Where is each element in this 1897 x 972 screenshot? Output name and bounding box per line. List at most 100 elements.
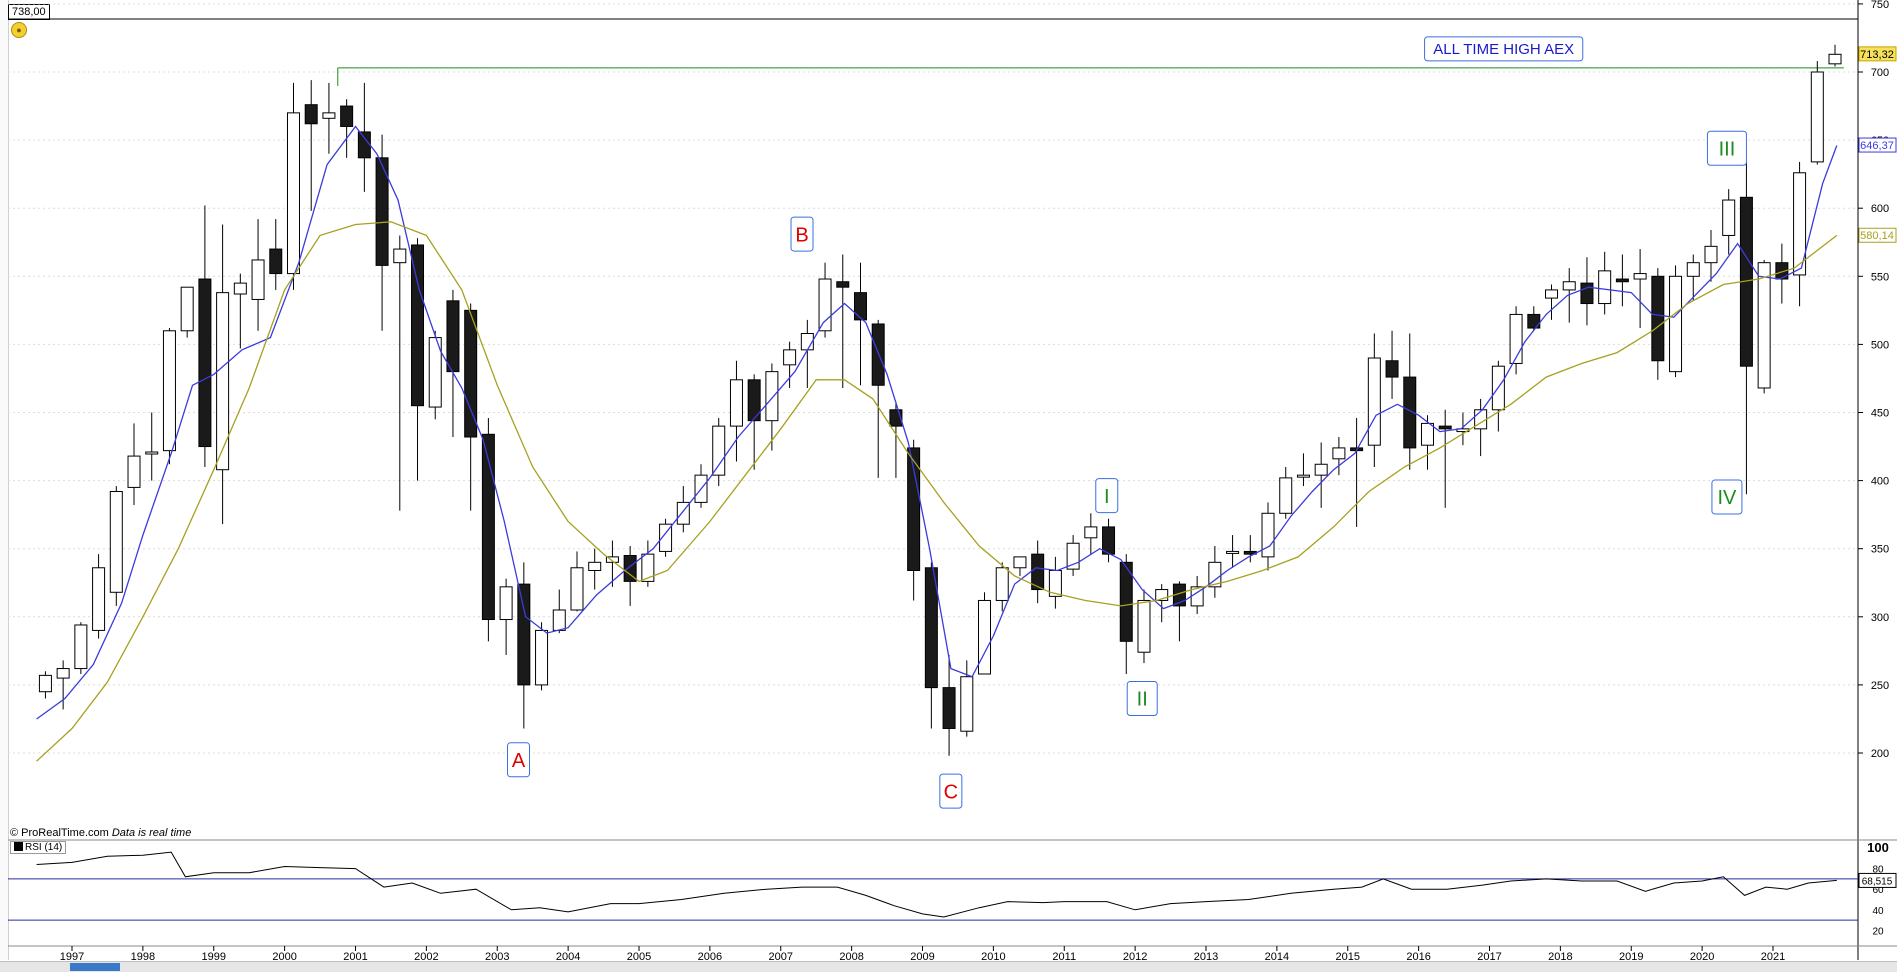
candle-bear — [1119, 561, 1133, 642]
annotation-text: II — [1137, 689, 1148, 711]
candle-bear — [1775, 262, 1789, 280]
annotation-label: A — [507, 742, 531, 778]
annotation-label: ALL TIME HIGH AEX — [1424, 36, 1584, 62]
annotation-label: C — [939, 773, 963, 809]
candle-bull — [1279, 477, 1293, 514]
annotation-box — [1126, 681, 1158, 717]
annotation-box — [939, 773, 963, 809]
candle-bull — [1545, 289, 1559, 299]
rsi-line — [36, 851, 1837, 918]
price-tick-label: 300 — [1871, 612, 1889, 624]
rsi-tick-label: 60 — [1872, 885, 1884, 896]
time-axis: 1997 1998 1999 2000 2001 2002 2003 2004 2005 2006… — [60, 946, 1785, 963]
candle-bull — [92, 567, 106, 631]
candle-bear — [836, 281, 850, 288]
candle-bull — [1137, 599, 1151, 653]
candle-bull — [322, 112, 336, 119]
candle-bull — [145, 451, 159, 455]
candle-bull — [1669, 275, 1683, 373]
watermark-note: Data is real time — [111, 827, 192, 839]
year-tick-label: 2010 — [981, 951, 1005, 963]
candle-bull — [1314, 463, 1328, 476]
price-axis: 200250300350400450500550600650700750 — [1858, 0, 1889, 760]
annotation-label: IV — [1711, 479, 1743, 515]
annotation-label: B — [790, 216, 814, 252]
candles — [38, 44, 1842, 756]
candle-bull — [180, 286, 194, 332]
active-chart-tab[interactable] — [70, 963, 120, 971]
candle-bull — [818, 278, 832, 332]
candle-bull — [641, 553, 655, 582]
price-label-box — [1858, 137, 1897, 153]
candle-bull — [535, 629, 549, 686]
candle-bear — [411, 244, 425, 407]
candle-bear — [304, 104, 318, 125]
candle-bear — [464, 309, 478, 438]
candle-bull — [570, 567, 584, 611]
candle-bull — [659, 523, 673, 552]
price-label-ma_fast: 646,37 — [1858, 137, 1897, 153]
price-label-last: 713,32 — [1858, 46, 1897, 62]
candle-bull — [216, 292, 230, 471]
candle-bull — [552, 609, 566, 631]
rsi-last-label-box — [1858, 872, 1897, 888]
candle-bull — [109, 490, 123, 593]
price-tick-label: 600 — [1871, 203, 1889, 215]
candle-bear — [1403, 376, 1417, 449]
candle-bull — [1226, 550, 1240, 554]
rsi-tick-label: 40 — [1872, 906, 1884, 917]
candle-bull — [960, 676, 974, 732]
candle-bear — [269, 248, 283, 275]
price-tick-label: 250 — [1871, 680, 1889, 692]
rsi-color-swatch — [14, 842, 23, 851]
alert-bell-icon[interactable]: ● — [11, 22, 27, 38]
candle-bull — [251, 259, 265, 300]
price-tick-label: 700 — [1871, 67, 1889, 79]
candle-bull — [1810, 71, 1824, 163]
watermark: © ProRealTime.com Data is real time — [10, 827, 191, 839]
rsi-tick-label: 100 — [1867, 840, 1889, 855]
candle-bull — [1828, 53, 1842, 65]
bottom-status-bar — [0, 961, 1897, 972]
candle-bear — [357, 131, 371, 159]
candle-bull — [1704, 245, 1718, 264]
candle-bull — [162, 330, 176, 452]
annotation-text: III — [1719, 138, 1736, 160]
price-tick-label: 500 — [1871, 339, 1889, 351]
price-tick-label: 400 — [1871, 476, 1889, 488]
rsi-panel-label[interactable]: RSI (14) — [10, 841, 67, 854]
year-tick-label: 2017 — [1477, 951, 1501, 963]
price-label-ma_slow: 580,14 — [1858, 227, 1897, 243]
price-label-text: 713,32 — [1860, 49, 1894, 61]
candle-bull — [1420, 422, 1434, 446]
year-tick-label: 2021 — [1761, 951, 1785, 963]
year-tick-label: 2005 — [627, 951, 651, 963]
candle-bull — [1296, 474, 1310, 478]
candle-bear — [942, 687, 956, 729]
year-tick-label: 2006 — [698, 951, 722, 963]
candle-bull — [1598, 270, 1612, 305]
annotation-box — [507, 742, 531, 778]
candle-bear — [1102, 526, 1116, 555]
candle-bear — [1615, 278, 1629, 283]
annotation-box — [1711, 479, 1743, 515]
candle-bull — [1013, 556, 1027, 569]
candle-bull — [783, 349, 797, 366]
year-tick-label: 2000 — [272, 951, 296, 963]
year-tick-label: 2003 — [485, 951, 509, 963]
annotation-box — [1424, 36, 1584, 62]
price-label-text: 580,14 — [1860, 230, 1894, 242]
year-tick-label: 2012 — [1123, 951, 1147, 963]
candle-bear — [1385, 360, 1399, 378]
year-tick-label: 2014 — [1265, 951, 1289, 963]
candle-bear — [853, 292, 867, 321]
annotation-text: I — [1104, 486, 1110, 508]
candle-bull — [1722, 199, 1736, 236]
left-toolbar-strip[interactable] — [0, 0, 9, 960]
candle-bull — [127, 455, 141, 488]
price-tick-label: 350 — [1871, 544, 1889, 556]
candle-bull — [1208, 561, 1222, 588]
candle-bull — [1332, 447, 1346, 460]
